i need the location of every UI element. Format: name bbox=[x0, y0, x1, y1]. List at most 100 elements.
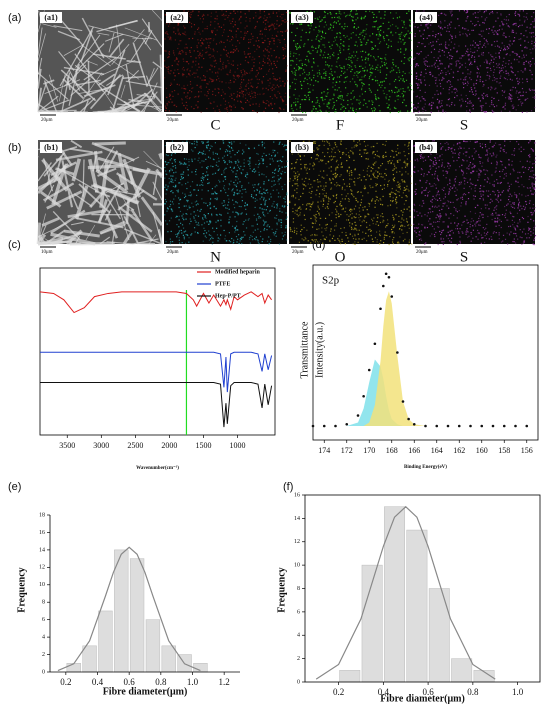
signal bbox=[337, 184, 339, 186]
signal bbox=[489, 105, 491, 107]
signal bbox=[298, 60, 301, 62]
signal bbox=[273, 62, 275, 65]
signal bbox=[509, 110, 511, 112]
signal bbox=[294, 183, 296, 185]
signal bbox=[470, 172, 472, 174]
fibre bbox=[100, 52, 140, 80]
signal bbox=[270, 238, 272, 241]
signal bbox=[294, 71, 296, 73]
signal bbox=[324, 46, 326, 48]
signal bbox=[295, 105, 297, 107]
fibre bbox=[124, 27, 158, 41]
signal bbox=[394, 165, 396, 167]
signal bbox=[265, 176, 267, 178]
signal bbox=[180, 176, 183, 178]
signal bbox=[224, 46, 227, 48]
signal bbox=[216, 227, 218, 229]
signal bbox=[273, 40, 275, 42]
signal bbox=[418, 53, 420, 55]
signal bbox=[211, 31, 213, 34]
signal bbox=[369, 71, 371, 73]
signal bbox=[267, 51, 269, 53]
signal bbox=[276, 228, 278, 230]
signal bbox=[478, 55, 480, 57]
signal bbox=[382, 154, 384, 157]
signal bbox=[348, 58, 350, 61]
signal bbox=[264, 23, 267, 25]
signal bbox=[362, 169, 365, 171]
signal bbox=[194, 76, 196, 79]
signal bbox=[231, 190, 233, 192]
signal bbox=[281, 20, 283, 22]
signal bbox=[225, 14, 227, 17]
signal bbox=[198, 91, 200, 93]
signal bbox=[333, 16, 336, 19]
signal bbox=[358, 177, 361, 179]
signal bbox=[264, 215, 266, 217]
signal bbox=[308, 202, 310, 205]
signal bbox=[461, 231, 463, 233]
micrograph: (b4) bbox=[413, 140, 537, 246]
fibre bbox=[74, 110, 89, 113]
signal bbox=[167, 187, 169, 189]
signal bbox=[493, 106, 496, 108]
signal bbox=[234, 24, 236, 26]
signal bbox=[418, 110, 420, 112]
signal bbox=[239, 240, 241, 242]
signal bbox=[394, 100, 396, 102]
signal bbox=[423, 79, 426, 81]
signal bbox=[489, 76, 491, 78]
signal bbox=[385, 96, 387, 98]
signal bbox=[311, 101, 313, 103]
signal bbox=[311, 45, 313, 47]
signal bbox=[190, 149, 193, 151]
signal bbox=[502, 24, 504, 26]
signal bbox=[410, 89, 413, 91]
signal bbox=[482, 105, 484, 107]
signal bbox=[244, 70, 246, 72]
signal bbox=[182, 73, 184, 75]
signal bbox=[418, 78, 420, 81]
signal bbox=[375, 98, 377, 101]
signal bbox=[460, 181, 462, 183]
signal bbox=[510, 70, 513, 72]
signal bbox=[370, 178, 372, 180]
signal bbox=[451, 101, 453, 104]
signal bbox=[228, 201, 230, 203]
signal bbox=[350, 170, 352, 172]
signal bbox=[207, 14, 209, 16]
signal bbox=[528, 227, 530, 229]
signal bbox=[335, 81, 337, 83]
signal bbox=[434, 36, 437, 38]
signal bbox=[221, 34, 224, 37]
signal bbox=[315, 217, 318, 219]
signal bbox=[450, 49, 452, 51]
signal bbox=[353, 208, 355, 210]
signal bbox=[262, 214, 265, 216]
signal bbox=[530, 23, 532, 25]
signal bbox=[263, 220, 265, 222]
signal bbox=[357, 241, 359, 243]
signal bbox=[359, 79, 361, 81]
signal bbox=[400, 78, 402, 80]
signal bbox=[179, 182, 181, 184]
signal bbox=[191, 233, 193, 235]
signal bbox=[417, 86, 419, 89]
signal bbox=[407, 163, 409, 165]
signal bbox=[203, 222, 206, 224]
signal bbox=[449, 83, 452, 86]
signal bbox=[493, 58, 495, 60]
signal bbox=[230, 106, 233, 108]
signal bbox=[360, 16, 363, 18]
signal bbox=[507, 219, 509, 221]
signal bbox=[381, 84, 383, 86]
signal bbox=[386, 43, 388, 45]
signal bbox=[418, 234, 420, 236]
signal bbox=[299, 230, 302, 233]
signal bbox=[345, 58, 347, 60]
signal bbox=[407, 86, 409, 88]
signal bbox=[212, 153, 214, 155]
signal bbox=[349, 107, 352, 109]
signal bbox=[250, 195, 253, 198]
signal bbox=[303, 69, 305, 71]
